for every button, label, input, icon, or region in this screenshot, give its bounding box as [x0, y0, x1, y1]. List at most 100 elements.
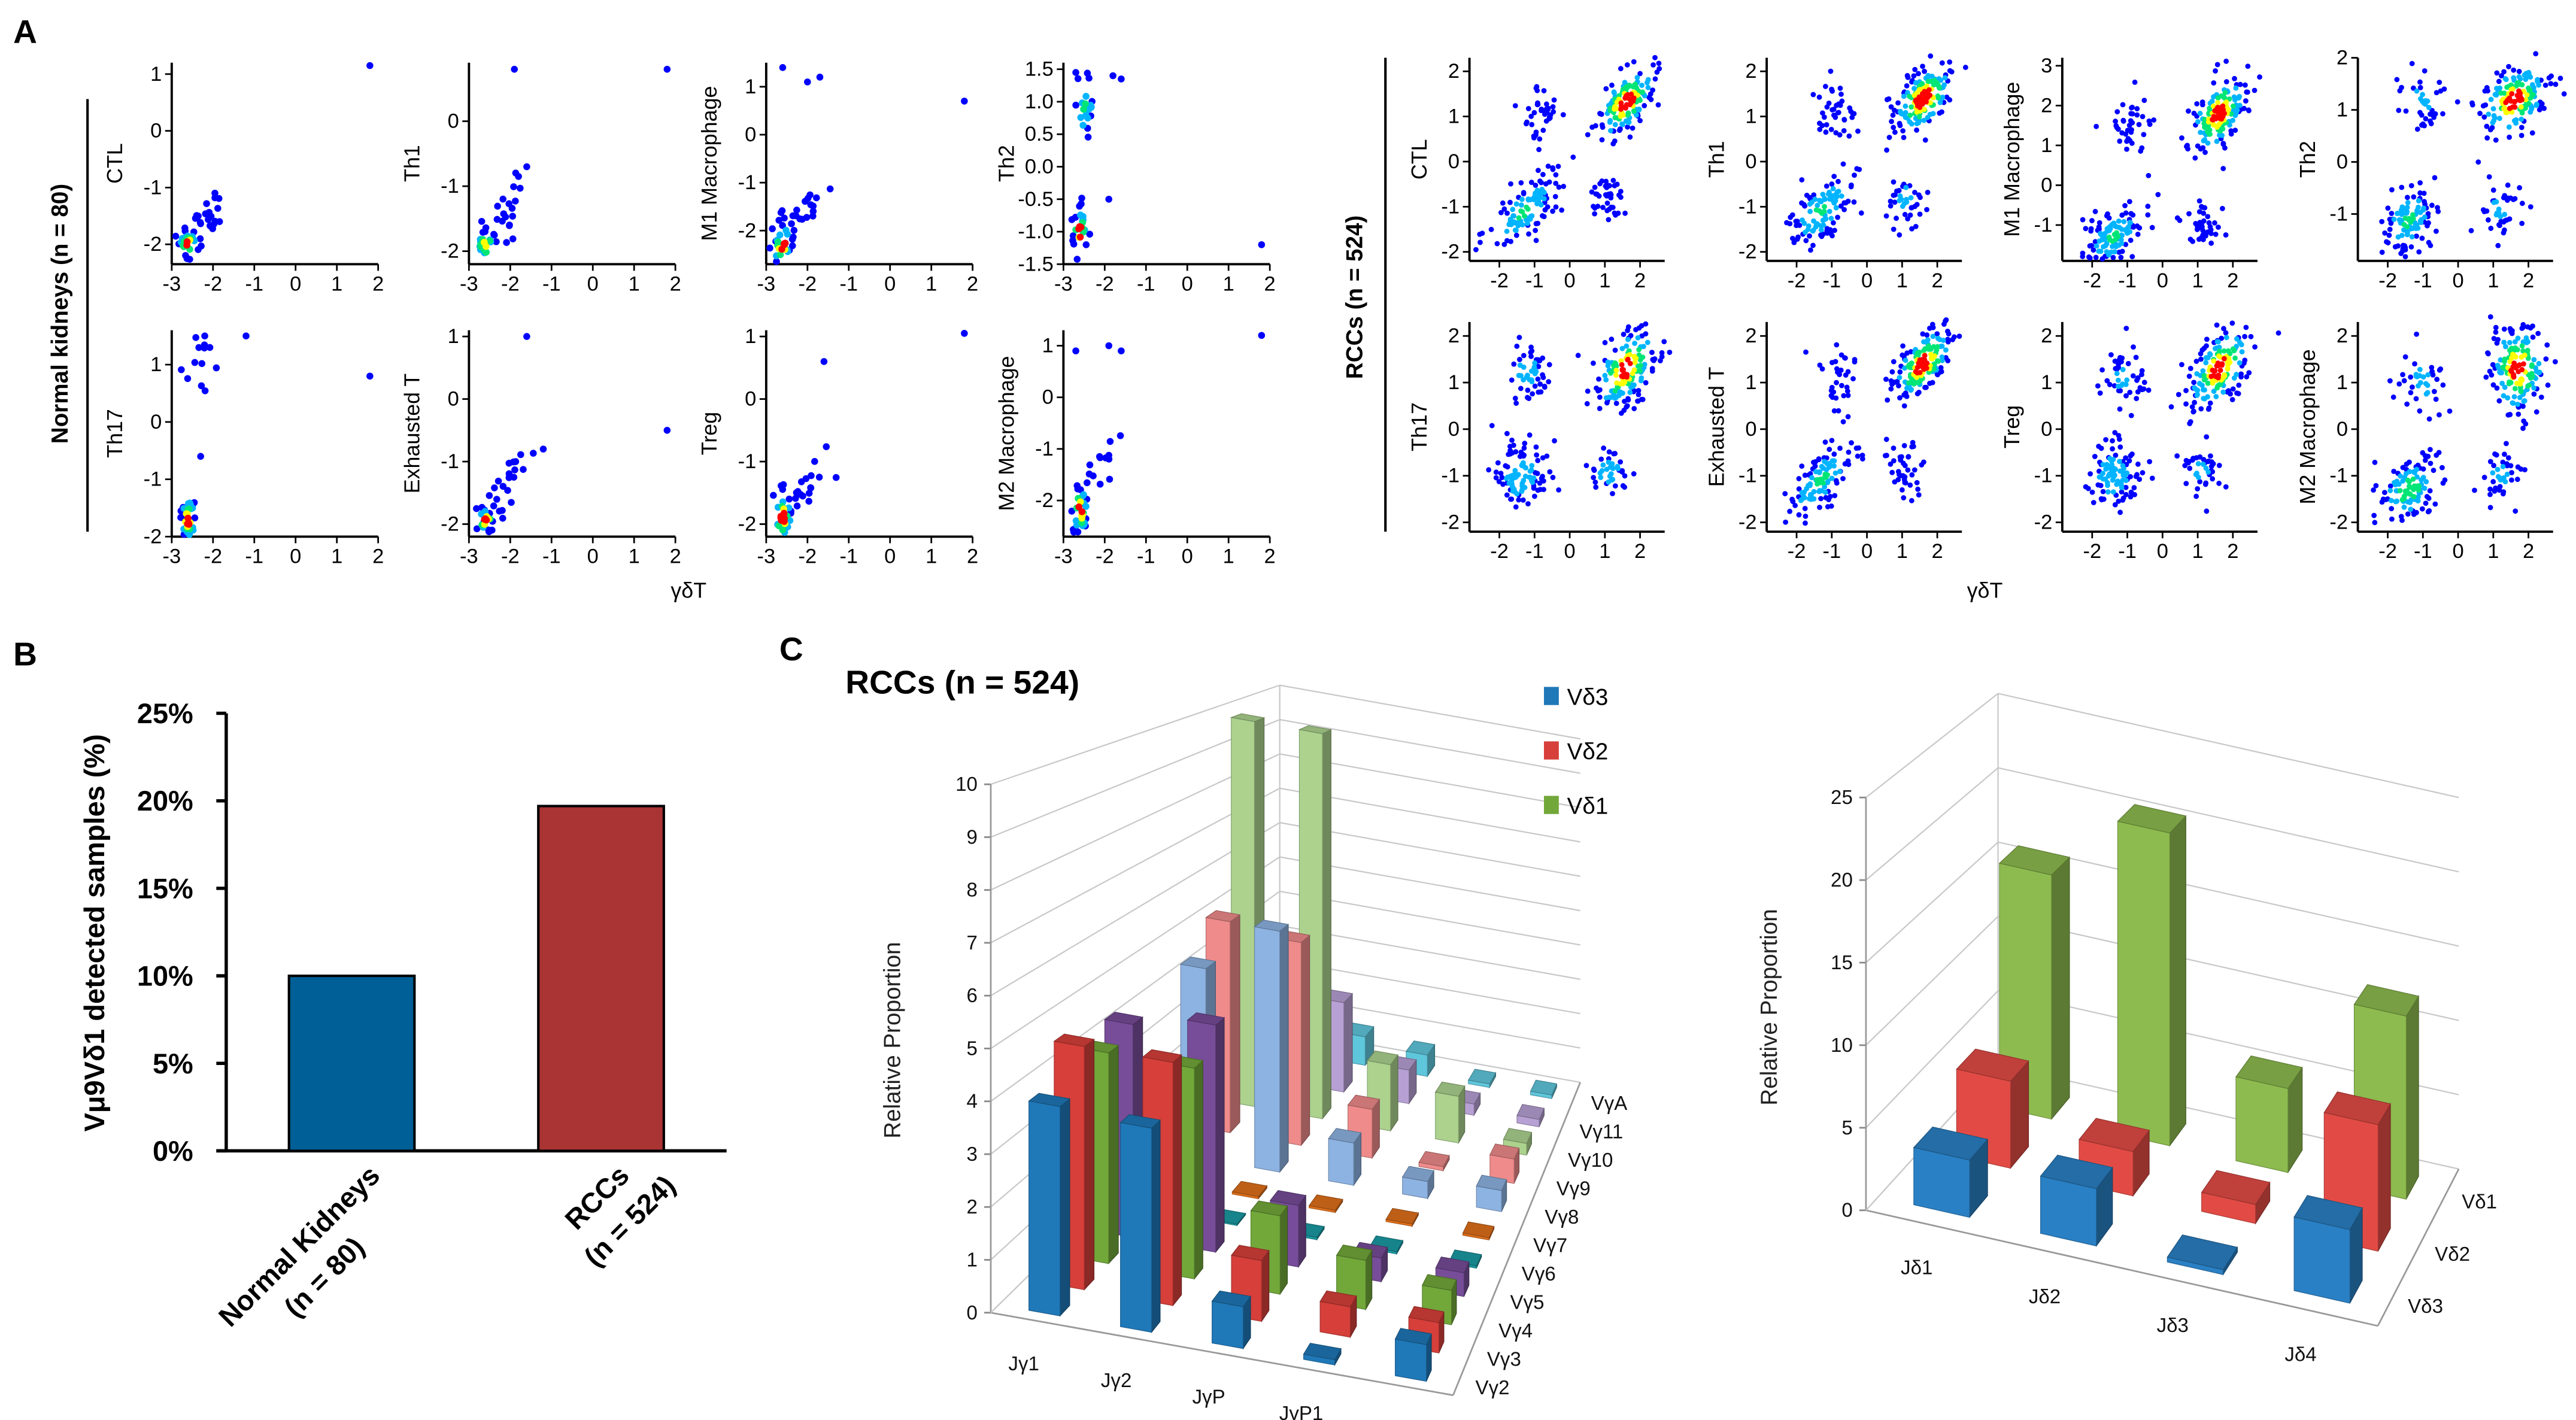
data-point	[1826, 100, 1832, 106]
data-point	[2210, 122, 2216, 128]
depth-category-label: Vγ8	[1545, 1206, 1579, 1228]
data-point	[1518, 386, 1524, 392]
y-tick-label: -1	[2034, 214, 2053, 236]
data-point	[205, 216, 212, 223]
data-point	[1632, 354, 1637, 360]
data-point	[2411, 194, 2417, 200]
data-point	[1921, 107, 1927, 113]
data-point	[826, 185, 834, 193]
data-point	[1889, 369, 1895, 375]
x-tick-label: 0	[2452, 269, 2463, 292]
y-tick-label: 2	[1448, 60, 1460, 83]
data-point	[1962, 65, 1968, 70]
y-tick-label: 5%	[153, 1048, 193, 1079]
data-point	[1782, 491, 1788, 497]
data-point	[2515, 464, 2521, 470]
y-tick-label: 2	[967, 1196, 978, 1218]
data-point	[1924, 207, 1929, 213]
data-point	[2522, 398, 2528, 403]
bar-front-face	[2117, 821, 2170, 1146]
data-point	[1595, 204, 1601, 210]
data-point	[1835, 110, 1841, 116]
data-point	[2205, 394, 2210, 400]
data-point	[1809, 475, 1815, 481]
bar-side-face	[1322, 729, 1331, 1120]
data-point	[2242, 82, 2248, 88]
data-point	[2145, 204, 2151, 209]
data-point	[1920, 348, 1926, 354]
bar-front-face	[1028, 1100, 1061, 1316]
y-tick-label: -2	[441, 513, 459, 536]
data-point	[2215, 99, 2221, 105]
data-point	[2488, 96, 2494, 102]
data-point	[1844, 388, 1850, 394]
data-point	[2145, 212, 2151, 218]
data-point	[2125, 360, 2131, 366]
data-point	[1609, 204, 1614, 210]
x-tick-label: -2	[1490, 269, 1509, 292]
y-tick-label: 1	[150, 353, 162, 376]
bar-top-face	[1250, 1200, 1288, 1216]
y-axis-label: M2 Macrophage	[2296, 349, 2320, 504]
data-point	[1625, 110, 1631, 116]
data-point	[1818, 232, 1823, 238]
data-point	[517, 451, 524, 459]
bar-top-face	[1053, 1033, 1095, 1047]
data-point	[1513, 449, 1519, 455]
bar-3d	[2235, 1055, 2303, 1174]
data-point	[2090, 500, 2096, 505]
data-point	[1937, 110, 1943, 116]
data-point	[523, 163, 530, 171]
data-point	[1498, 471, 1504, 477]
data-point	[1624, 102, 1630, 108]
data-point	[2121, 219, 2127, 224]
data-point	[1915, 353, 1921, 359]
data-point	[2231, 94, 2237, 100]
bar-top-face	[1254, 920, 1289, 932]
data-point	[1920, 363, 1926, 369]
data-point	[2137, 385, 2143, 391]
data-point	[2488, 226, 2494, 231]
data-point	[1622, 210, 1628, 216]
data-point	[1514, 343, 1520, 349]
data-point	[1508, 181, 1513, 187]
data-point	[1840, 476, 1846, 481]
x-tick-label: 1	[1599, 269, 1610, 292]
data-point	[1928, 356, 1934, 362]
data-point	[493, 496, 500, 503]
data-point	[1787, 508, 1793, 514]
y-tick-label: 20	[1831, 869, 1853, 891]
data-point	[1524, 204, 1530, 210]
y-tick-label: 0	[2337, 418, 2348, 441]
data-point	[1535, 101, 1541, 107]
data-point	[523, 333, 530, 340]
data-point	[2502, 211, 2508, 217]
data-point	[2220, 166, 2226, 171]
data-point	[1606, 449, 1612, 455]
data-point	[1832, 227, 1837, 233]
data-point	[2222, 90, 2228, 96]
data-point	[2202, 387, 2207, 393]
data-point	[2407, 479, 2412, 485]
bar-top-face	[1913, 1126, 1989, 1161]
data-point	[1637, 357, 1643, 363]
data-point	[1888, 203, 1894, 209]
data-point	[808, 472, 815, 480]
data-point	[2231, 375, 2237, 381]
data-point	[2120, 366, 2126, 372]
data-point	[2117, 509, 2123, 515]
data-point	[1840, 161, 1846, 167]
data-point	[793, 502, 801, 510]
data-point	[1519, 196, 1525, 202]
data-point	[1852, 359, 1858, 365]
data-point	[2417, 110, 2423, 116]
data-point	[1541, 196, 1547, 202]
data-point	[2146, 172, 2152, 178]
x-tick-label: 1	[1599, 540, 1610, 563]
data-point	[2493, 452, 2499, 458]
data-point	[499, 514, 506, 522]
data-point	[2502, 359, 2507, 365]
data-point	[2429, 369, 2435, 375]
data-point	[2499, 370, 2505, 376]
data-point	[366, 62, 374, 69]
